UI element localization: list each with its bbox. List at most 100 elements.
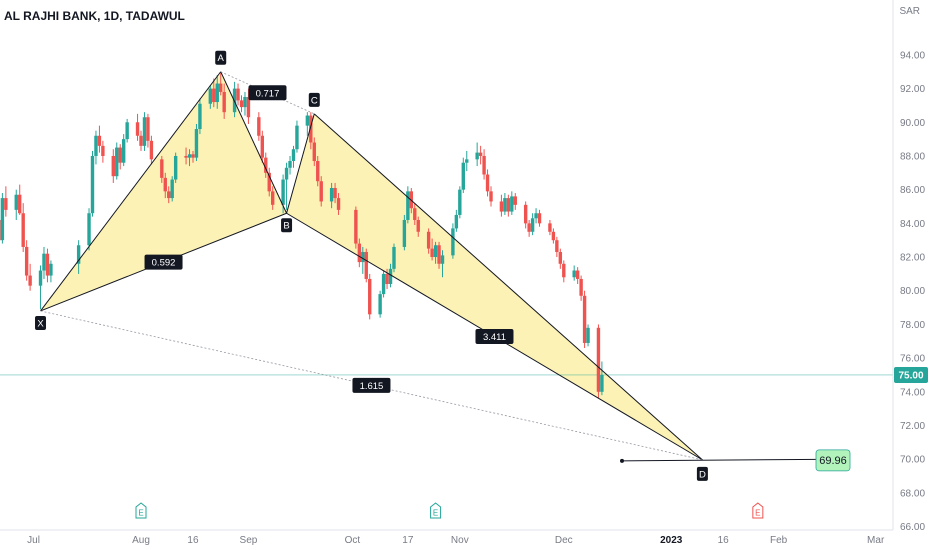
candles [0, 71, 604, 399]
candle-body [257, 117, 261, 136]
ratio-line [220, 71, 315, 115]
candle [478, 145, 483, 165]
candle [506, 194, 511, 217]
point-label-bg [696, 466, 708, 481]
candle-body [548, 223, 552, 232]
pattern-leg [313, 113, 703, 461]
candle [357, 238, 362, 268]
candle [28, 263, 32, 291]
time-axis: Jul Aug 16 Sep Oct 17 Nov Dec 2023 16 Feb Mar E E E [0, 502, 893, 546]
candle-body [264, 157, 268, 173]
y-tick-label: 94.00 [900, 50, 925, 61]
candle [385, 268, 389, 290]
candle-body [191, 154, 195, 158]
candle-body [489, 191, 493, 202]
candle [184, 147, 188, 165]
candle [191, 150, 195, 163]
candle [215, 75, 219, 109]
candle-body [586, 327, 590, 343]
candle-body [392, 246, 396, 269]
earnings-icon-label: E [138, 509, 143, 518]
y-tick-label: 92.00 [900, 84, 925, 95]
candle [364, 248, 368, 283]
candle [21, 203, 25, 252]
point-label: C [308, 92, 320, 107]
candle-body [239, 100, 244, 108]
pattern-leg [286, 113, 315, 214]
candle [530, 213, 535, 236]
candle [503, 193, 507, 215]
candle [482, 149, 486, 180]
candle [596, 324, 601, 399]
candle-body [284, 167, 289, 180]
candle-body [329, 187, 334, 202]
candle-body [243, 97, 247, 108]
candle-body [267, 172, 271, 192]
earnings-icon-shape [430, 502, 442, 519]
ratio-label-bg [352, 377, 391, 393]
candle [579, 275, 583, 301]
candle-body [596, 327, 601, 392]
candle-body [139, 135, 143, 146]
candle [42, 246, 46, 279]
x-tick-label: Oct [345, 535, 361, 546]
candle-body [18, 194, 22, 214]
candle-body [319, 181, 323, 202]
candle [562, 260, 566, 283]
candle-body [42, 253, 46, 271]
candle [139, 130, 143, 151]
candle-body [562, 263, 566, 278]
y-tick-label: 86.00 [900, 185, 925, 196]
y-tick-label: 82.00 [900, 253, 925, 264]
candle [170, 176, 174, 202]
candle-body [499, 201, 504, 212]
candle [361, 246, 365, 274]
candle [527, 219, 531, 237]
point-label: B [281, 218, 293, 233]
bcd-triangle [286, 113, 703, 460]
candle-body [28, 275, 32, 286]
earnings-icon-label: E [755, 509, 760, 518]
earnings-icon[interactable]: E [135, 502, 147, 519]
candle-body [291, 149, 296, 162]
pattern-leg [220, 71, 288, 214]
candle-body [198, 103, 202, 130]
candle-body [163, 177, 167, 192]
candle-body [530, 218, 535, 232]
harmonic-pattern [0, 71, 893, 460]
earnings-icon-shape [135, 502, 147, 519]
candle-body [215, 83, 219, 103]
pattern-leg [40, 71, 222, 312]
candle-body [510, 196, 514, 212]
candle [0, 219, 1, 241]
candle-body [385, 273, 389, 284]
x-tick-label: 17 [402, 535, 414, 546]
candle-body [295, 125, 299, 150]
candle-body [14, 194, 18, 210]
candle [319, 176, 323, 207]
point-label-bg [35, 315, 47, 330]
candle [485, 169, 490, 197]
candle-body [357, 243, 362, 263]
earnings-icon[interactable]: E [430, 502, 442, 519]
candle [260, 130, 264, 163]
candle [167, 186, 171, 204]
candle-body [333, 187, 337, 199]
candle [291, 145, 296, 168]
candle-body [173, 155, 178, 180]
candle-body [478, 152, 483, 156]
candle-body [368, 278, 372, 315]
target-line-handle [620, 458, 624, 463]
earnings-icon[interactable]: E [752, 502, 764, 519]
candle-body [454, 214, 459, 229]
point-label: D [696, 466, 708, 481]
target-price-tag[interactable]: 69.96 [815, 449, 851, 472]
candle [160, 155, 164, 183]
point-label: A [215, 50, 227, 65]
candle [437, 241, 441, 269]
pattern-overlay: 0.717 0.592 3.411 1.615 X A B C D 69.96 [35, 50, 851, 481]
ratio-line [40, 310, 703, 461]
candle [458, 186, 462, 219]
point-label: X [35, 315, 47, 330]
